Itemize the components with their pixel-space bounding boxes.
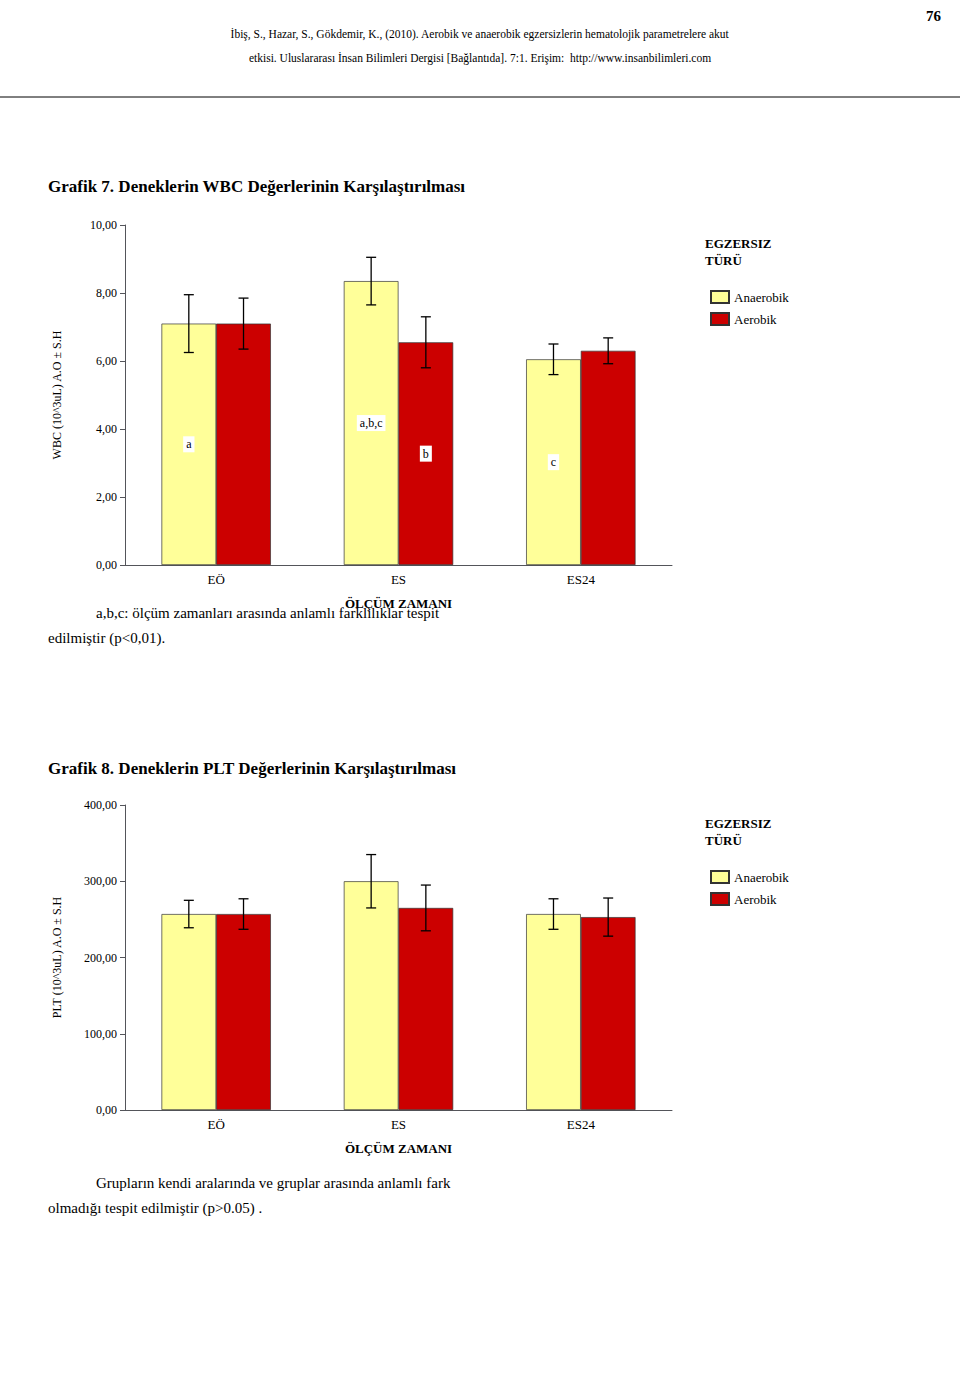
- svg-text:c: c: [551, 455, 556, 469]
- svg-text:a,b,c: a,b,c: [360, 416, 383, 430]
- svg-text:300,00: 300,00: [84, 874, 117, 888]
- svg-text:Anaerobik: Anaerobik: [734, 290, 789, 305]
- svg-text:Grafik 8. Deneklerin PLT Değer: Grafik 8. Deneklerin PLT Değerlerinin Ka…: [48, 759, 456, 778]
- svg-text:İbiş, S., Hazar, S., Gökdemir,: İbiş, S., Hazar, S., Gökdemir, K., (2010…: [231, 27, 730, 41]
- svg-text:100,00: 100,00: [84, 1027, 117, 1041]
- svg-text:etkisi. Uluslararası İnsan Bil: etkisi. Uluslararası İnsan Bilimleri Der…: [249, 51, 711, 65]
- svg-text:edilmiştir (p<0,01).: edilmiştir (p<0,01).: [48, 630, 165, 647]
- svg-text:WBC (10^3uL) A.O ± S.H: WBC (10^3uL) A.O ± S.H: [50, 330, 64, 459]
- svg-text:ÖLÇÜM ZAMANI: ÖLÇÜM ZAMANI: [345, 1141, 452, 1156]
- svg-text:0,00: 0,00: [96, 558, 117, 572]
- svg-text:a: a: [186, 437, 192, 451]
- svg-text:Aerobik: Aerobik: [734, 312, 777, 327]
- svg-text:TÜRÜ: TÜRÜ: [705, 253, 742, 268]
- svg-text:Aerobik: Aerobik: [734, 892, 777, 907]
- svg-text:EÖ: EÖ: [207, 572, 224, 587]
- svg-text:10,00: 10,00: [90, 218, 117, 232]
- svg-text:0,00: 0,00: [96, 1103, 117, 1117]
- svg-text:ES24: ES24: [567, 1117, 596, 1132]
- svg-text:EGZERSIZ: EGZERSIZ: [705, 816, 772, 831]
- svg-text:Grupların kendi aralarında ve: Grupların kendi aralarında ve gruplar ar…: [96, 1175, 451, 1191]
- svg-text:8,00: 8,00: [96, 286, 117, 300]
- svg-text:ES: ES: [391, 1117, 406, 1132]
- svg-text:olmadığı tespit edilmiştir (p>: olmadığı tespit edilmiştir (p>0.05) .: [48, 1200, 262, 1217]
- svg-text:TÜRÜ: TÜRÜ: [705, 833, 742, 848]
- svg-text:a,b,c: ölçüm zamanları arasınd: a,b,c: ölçüm zamanları arasında anlamlı …: [96, 604, 440, 621]
- svg-text:ES24: ES24: [567, 572, 596, 587]
- svg-text:b: b: [423, 447, 429, 461]
- svg-text:Grafik 7. Deneklerin WBC Değer: Grafik 7. Deneklerin WBC Değerlerinin Ka…: [48, 177, 465, 196]
- svg-text:6,00: 6,00: [96, 354, 117, 368]
- svg-text:200,00: 200,00: [84, 951, 117, 965]
- svg-text:EÖ: EÖ: [207, 1117, 224, 1132]
- svg-text:76: 76: [926, 8, 942, 24]
- svg-text:400,00: 400,00: [84, 798, 117, 812]
- svg-text:ÖLÇÜM ZAMANI: ÖLÇÜM ZAMANI: [345, 596, 452, 611]
- svg-text:Anaerobik: Anaerobik: [734, 870, 789, 885]
- svg-text:EGZERSIZ: EGZERSIZ: [705, 236, 772, 251]
- svg-text:2,00: 2,00: [96, 490, 117, 504]
- svg-text:PLT (10^3uL) A.O ± S.H: PLT (10^3uL) A.O ± S.H: [50, 896, 64, 1018]
- svg-text:4,00: 4,00: [96, 422, 117, 436]
- svg-text:ES: ES: [391, 572, 406, 587]
